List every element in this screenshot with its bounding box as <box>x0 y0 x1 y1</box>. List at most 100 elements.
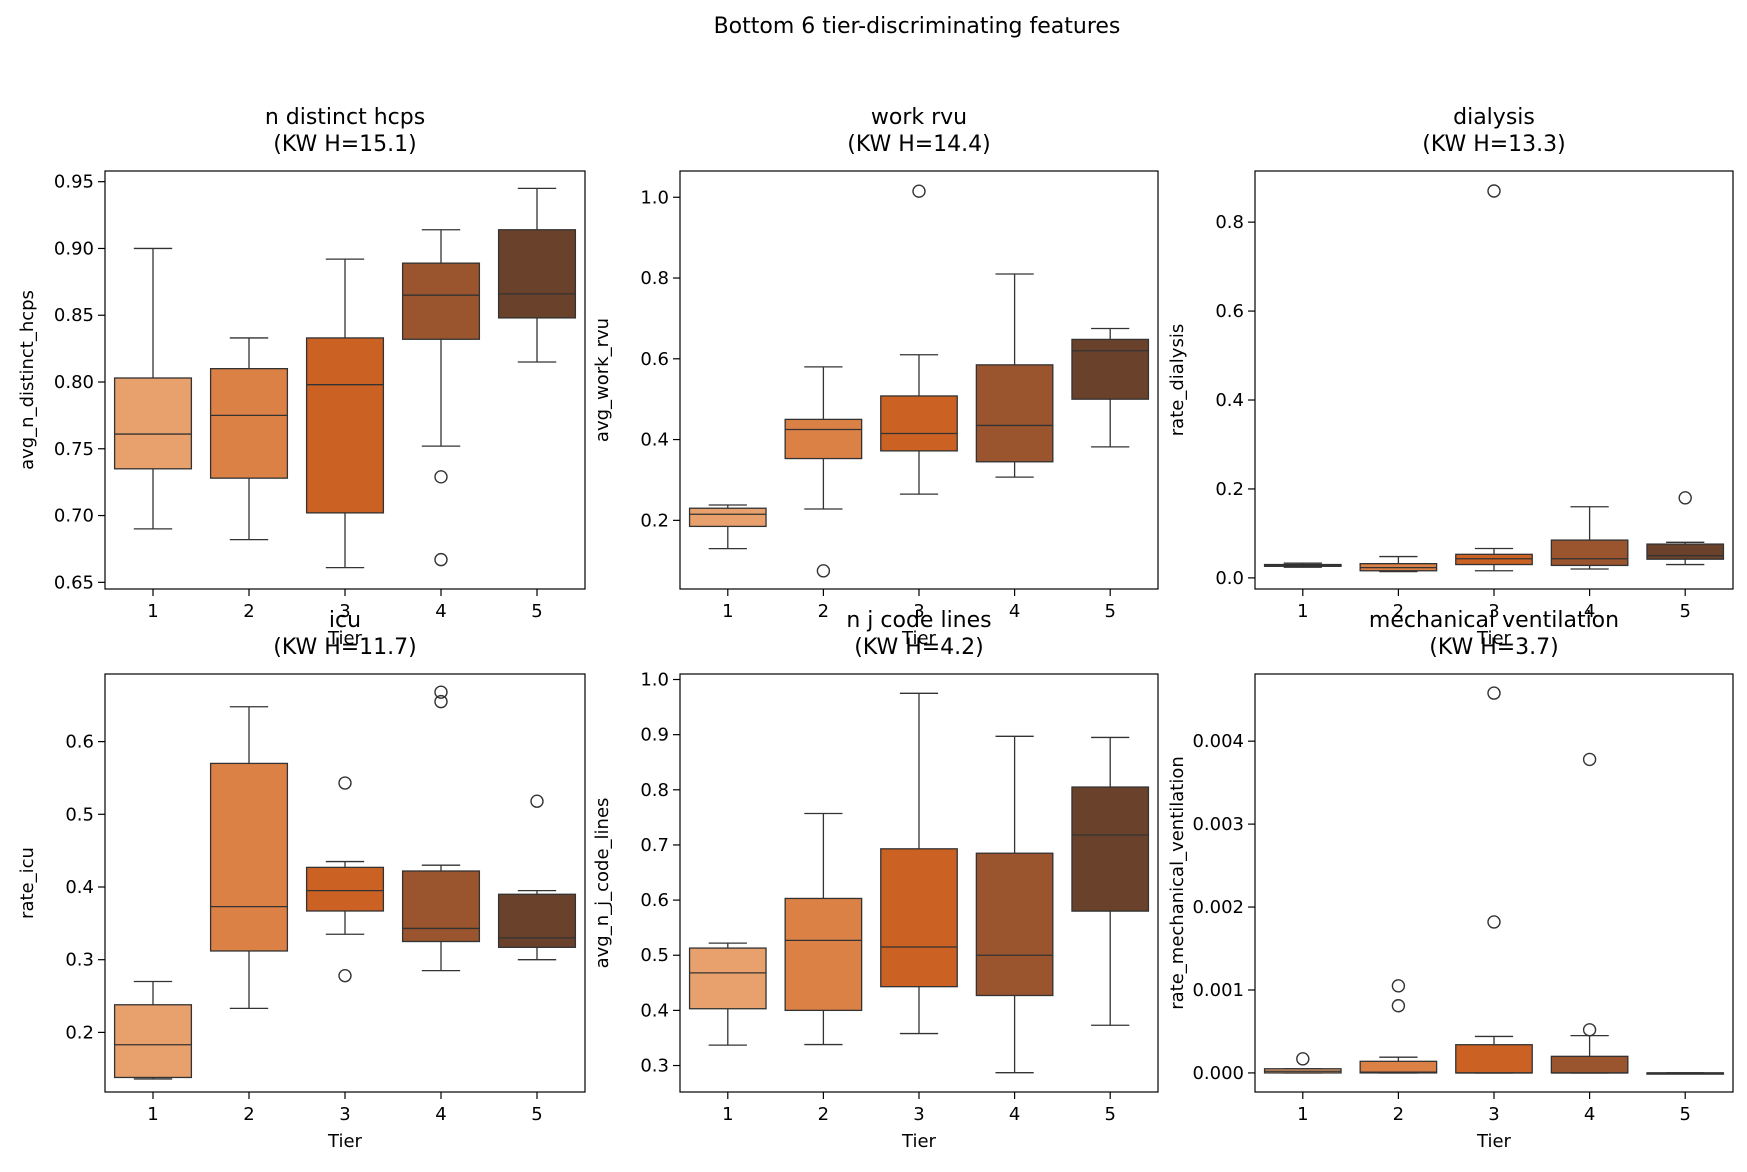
box-tier-2 <box>784 812 863 1046</box>
outlier-point <box>1296 1052 1310 1066</box>
outlier-point <box>338 776 352 790</box>
outlier-point <box>1487 184 1501 198</box>
y-tick-label: 0.2 <box>65 1022 94 1043</box>
outlier-point <box>912 184 926 198</box>
y-tick-label: 0.8 <box>640 780 669 801</box>
subplot-3: dialysis(KW H=13.3) 0.0 0.2 0.4 0.6 0.8 1 2 3 4 5 T… <box>1167 105 1734 649</box>
iqr-box <box>688 507 767 528</box>
y-tick-label: 0.85 <box>54 305 94 326</box>
x-tick-label: 5 <box>1104 601 1115 622</box>
x-axis-label: Tier <box>1476 628 1512 649</box>
outlier-point <box>434 685 448 699</box>
box-tier-4 <box>401 685 481 972</box>
figure-title: Bottom 6 tier-discriminating features <box>714 14 1121 39</box>
y-tick-label: 0.9 <box>640 725 669 746</box>
y-tick-label: 0.8 <box>1215 212 1244 233</box>
y-tick-label: 0.80 <box>54 372 94 393</box>
x-tick-label: 3 <box>1488 601 1499 622</box>
iqr-box <box>784 897 863 1012</box>
box-tier-4 <box>401 229 481 567</box>
x-tick-label: 3 <box>339 601 350 622</box>
axes-frame <box>679 170 1159 590</box>
x-tick-label: 1 <box>722 601 733 622</box>
iqr-box <box>880 848 958 988</box>
iqr-box <box>688 947 767 1010</box>
iqr-box <box>1455 553 1533 566</box>
outlier-point <box>816 564 831 578</box>
box-tier-3 <box>1455 686 1533 1074</box>
iqr-box <box>1071 338 1150 400</box>
box-tier-5 <box>1071 327 1150 448</box>
y-tick-label: 0.3 <box>65 950 94 971</box>
x-tick-label: 4 <box>1009 601 1020 622</box>
box-tier-2 <box>784 366 863 578</box>
box-tier-3 <box>880 692 958 1035</box>
y-axis-label: avg_n_distinct_hcps <box>17 290 38 470</box>
y-axis-label: rate_mechanical_ventilation <box>1167 756 1188 1010</box>
x-tick-label: 4 <box>1584 1104 1595 1125</box>
box-tier-4 <box>975 735 1054 1074</box>
subplot-subtitle: (KW H=13.3) <box>1422 132 1566 157</box>
outlier-point <box>1391 979 1406 993</box>
y-tick-label: 0.75 <box>54 439 94 460</box>
outlier-point <box>1487 686 1501 700</box>
iqr-box <box>1646 543 1725 560</box>
x-axis-label: Tier <box>1476 1131 1512 1152</box>
subplot-title: icu <box>329 608 361 633</box>
subplot-grid: n distinct hcps(KW H=15.1)0.650.700.750.… <box>17 105 1734 1152</box>
y-tick-label: 0.7 <box>640 835 669 856</box>
box-tier-2 <box>209 337 289 541</box>
y-tick-label: 0.002 <box>1192 897 1244 918</box>
axes-frame <box>104 170 586 590</box>
box-tier-1 <box>1263 562 1342 568</box>
iqr-box <box>401 870 481 943</box>
y-tick-label: 0.000 <box>1192 1063 1244 1084</box>
box-tier-3 <box>305 258 385 569</box>
iqr-box <box>113 1004 193 1079</box>
y-tick-label: 0.2 <box>640 510 669 531</box>
outlier-point <box>1582 1023 1597 1037</box>
subplot-2: work rvu(KW H=14.4) 0.2 0.4 0.6 0.8 1.0 1 2 3 4 5 T… <box>592 105 1159 649</box>
box-tier-5 <box>1071 736 1150 1026</box>
x-tick-label: 2 <box>1393 1104 1404 1125</box>
subplot-1: n distinct hcps(KW H=15.1) 0.65 0.70 0.75 0.… <box>17 105 586 649</box>
box-tier-5 <box>497 794 577 961</box>
x-tick-label: 2 <box>818 1104 829 1125</box>
subplot-subtitle: (KW H=11.7) <box>273 635 417 660</box>
box-tier-5 <box>497 187 577 363</box>
iqr-box <box>497 893 577 948</box>
y-tick-label: 0.6 <box>640 349 669 370</box>
y-tick-label: 0.4 <box>65 877 94 898</box>
iqr-box <box>1359 1060 1438 1074</box>
subplot-subtitle: (KW H=4.2) <box>854 635 984 660</box>
x-tick-label: 1 <box>147 1104 158 1125</box>
y-tick-label: 1.0 <box>640 187 669 208</box>
y-tick-label: 0.70 <box>54 506 94 527</box>
x-tick-label: 5 <box>531 1104 542 1125</box>
box-tier-1 <box>113 980 193 1080</box>
subplot-title: work rvu <box>871 105 967 130</box>
y-axis-label: rate_dialysis <box>1167 324 1188 436</box>
outlier-point <box>434 552 448 567</box>
outlier-point <box>530 794 544 808</box>
y-tick-label: 0.4 <box>640 430 669 451</box>
box-tier-3 <box>1455 184 1533 572</box>
axes-frame <box>679 673 1159 1093</box>
y-tick-label: 0.0 <box>1215 568 1244 589</box>
y-tick-label: 0.001 <box>1192 980 1244 1001</box>
x-tick-label: 1 <box>1297 1104 1308 1125</box>
x-tick-label: 5 <box>1104 1104 1115 1125</box>
x-tick-label: 4 <box>435 601 446 622</box>
outlier-point <box>434 694 448 709</box>
box-tier-3 <box>305 776 385 983</box>
subplot-5: n j code lines(KW H=4.2) 0.3 0.4 0.5 0.6 0.7 0… <box>592 608 1159 1152</box>
y-tick-label: 0.5 <box>640 945 669 966</box>
y-tick-label: 0.4 <box>640 1000 669 1021</box>
iqr-box <box>305 337 385 514</box>
box-tier-2 <box>209 706 289 1010</box>
iqr-box <box>880 395 958 452</box>
x-tick-label: 3 <box>913 601 924 622</box>
axes-frame <box>104 673 586 1093</box>
outlier-point <box>434 470 448 484</box>
